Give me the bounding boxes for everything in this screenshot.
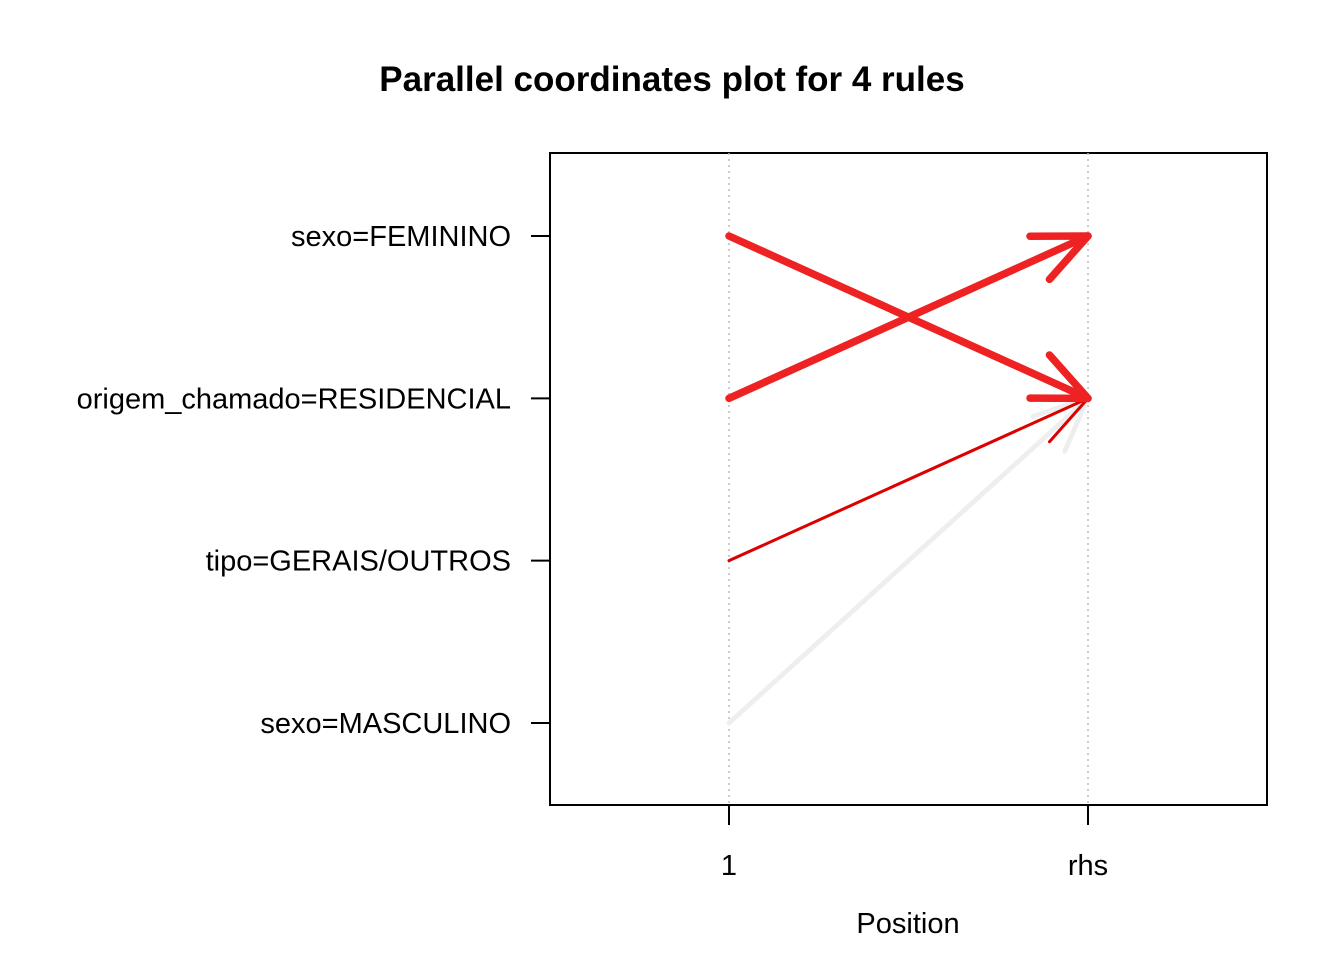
y-tick-label: sexo=MASCULINO [260, 708, 511, 740]
rule-arrow [726, 395, 1091, 726]
y-axis: sexo=FEMININO origem_chamado=RESIDENCIALt… [77, 221, 550, 740]
x-tick-label: rhs [1068, 850, 1108, 882]
rule-line [726, 395, 1091, 726]
rule-arrowhead [1026, 351, 1092, 403]
rule-arrow [727, 396, 1090, 563]
rule-line [727, 396, 1090, 563]
y-tick-label: sexo=FEMININO [291, 221, 511, 253]
x-tick-label: 1 [721, 850, 737, 882]
x-axis-title: Position [856, 908, 959, 940]
x-axis: 1 rhs [721, 805, 1108, 882]
y-tick-label: tipo=GERAIS/OUTROS [206, 546, 511, 578]
chart-title: Parallel coordinates plot for 4 rules [379, 60, 964, 99]
rules-layer [725, 232, 1092, 726]
rule-arrow [725, 232, 1092, 403]
grid-layer [728, 153, 1089, 805]
plot-frame [549, 152, 1268, 806]
rule-arrowhead [1026, 232, 1092, 284]
y-tick-label: origem_chamado=RESIDENCIAL [77, 383, 511, 415]
rule-line [725, 232, 1092, 403]
